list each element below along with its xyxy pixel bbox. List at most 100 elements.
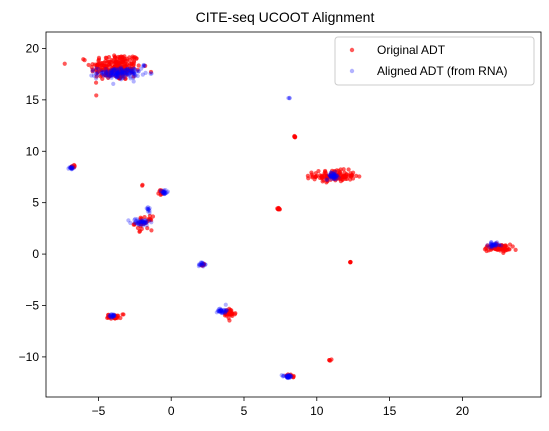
y-axis: −10 −5 0 5 10 15 20 bbox=[19, 41, 46, 364]
point-aligned-adt bbox=[218, 307, 224, 312]
point-aligned-adt bbox=[113, 73, 118, 79]
point-original-adt bbox=[139, 226, 144, 232]
point-aligned-adt bbox=[127, 72, 132, 77]
point-aligned-adt bbox=[128, 76, 133, 81]
point-aligned-adt bbox=[492, 242, 497, 247]
point-aligned-adt bbox=[132, 220, 137, 225]
point-original-adt bbox=[99, 61, 104, 66]
point-original-adt bbox=[109, 68, 114, 73]
point-aligned-adt bbox=[161, 188, 167, 193]
point-aligned-adt bbox=[120, 71, 125, 76]
point-aligned-adt bbox=[197, 262, 202, 267]
point-aligned-adt bbox=[219, 310, 224, 315]
point-aligned-adt bbox=[332, 169, 338, 174]
point-aligned-adt bbox=[129, 71, 134, 76]
point-original-adt bbox=[135, 225, 141, 231]
point-aligned-adt bbox=[127, 71, 132, 76]
point-aligned-adt bbox=[110, 313, 115, 319]
point-aligned-adt bbox=[141, 64, 146, 69]
point-original-adt bbox=[320, 179, 325, 184]
point-aligned-adt bbox=[329, 171, 334, 176]
point-aligned-adt bbox=[126, 218, 131, 223]
point-aligned-adt bbox=[129, 69, 134, 74]
point-original-adt bbox=[100, 76, 105, 81]
point-aligned-adt bbox=[105, 72, 110, 77]
point-aligned-adt bbox=[101, 70, 106, 75]
point-aligned-adt bbox=[217, 309, 222, 314]
point-aligned-adt bbox=[106, 75, 111, 80]
point-aligned-adt bbox=[140, 219, 145, 224]
point-aligned-adt bbox=[218, 308, 223, 313]
point-aligned-adt bbox=[146, 207, 151, 212]
point-original-adt bbox=[129, 66, 134, 72]
point-aligned-adt bbox=[123, 70, 128, 75]
point-aligned-adt bbox=[497, 242, 502, 247]
point-aligned-adt bbox=[115, 70, 120, 75]
point-aligned-adt bbox=[286, 374, 291, 379]
point-aligned-adt bbox=[145, 205, 151, 210]
point-aligned-adt bbox=[135, 73, 140, 79]
point-aligned-adt bbox=[127, 70, 133, 76]
point-aligned-adt bbox=[147, 208, 152, 213]
point-aligned-adt bbox=[285, 373, 290, 378]
point-aligned-adt bbox=[122, 68, 127, 73]
point-aligned-adt bbox=[490, 245, 495, 250]
point-aligned-adt bbox=[99, 70, 104, 76]
legend-marker-original-adt bbox=[349, 47, 355, 53]
point-aligned-adt bbox=[111, 312, 116, 317]
point-original-adt bbox=[140, 182, 145, 187]
point-original-adt bbox=[145, 226, 150, 231]
point-aligned-adt bbox=[144, 223, 149, 228]
point-aligned-adt bbox=[218, 307, 224, 313]
x-tick-label: −5 bbox=[92, 404, 106, 418]
point-aligned-adt bbox=[491, 243, 496, 248]
point-aligned-adt bbox=[221, 307, 227, 313]
point-aligned-adt bbox=[93, 66, 98, 71]
point-original-adt bbox=[82, 57, 87, 63]
point-aligned-adt bbox=[119, 67, 124, 72]
point-aligned-adt bbox=[127, 66, 133, 71]
point-original-adt bbox=[123, 70, 128, 75]
point-aligned-adt bbox=[123, 68, 128, 73]
point-aligned-adt bbox=[111, 313, 116, 318]
point-aligned-adt bbox=[328, 173, 333, 178]
point-original-adt bbox=[312, 177, 317, 182]
point-aligned-adt bbox=[144, 218, 149, 223]
point-aligned-adt bbox=[219, 308, 224, 313]
point-aligned-adt bbox=[119, 68, 124, 73]
point-aligned-adt bbox=[110, 72, 116, 77]
point-original-adt bbox=[327, 358, 332, 363]
point-aligned-adt bbox=[492, 242, 497, 247]
point-aligned-adt bbox=[285, 373, 291, 379]
x-tick-label: 10 bbox=[310, 404, 324, 418]
point-aligned-adt bbox=[335, 173, 340, 178]
point-aligned-adt bbox=[219, 310, 224, 316]
point-aligned-adt bbox=[120, 75, 126, 80]
point-aligned-adt bbox=[331, 174, 337, 179]
point-aligned-adt bbox=[331, 172, 336, 177]
point-aligned-adt bbox=[490, 242, 495, 247]
point-aligned-adt bbox=[282, 373, 287, 378]
point-aligned-adt bbox=[161, 191, 166, 196]
point-original-adt bbox=[341, 173, 347, 179]
point-original-adt bbox=[348, 177, 353, 182]
point-aligned-adt bbox=[119, 70, 124, 75]
point-original-adt bbox=[131, 74, 136, 79]
point-original-adt bbox=[513, 247, 518, 252]
point-original-adt bbox=[132, 221, 137, 227]
point-aligned-adt bbox=[71, 165, 76, 171]
point-aligned-adt bbox=[492, 243, 498, 248]
point-original-adt bbox=[94, 67, 99, 73]
point-original-adt bbox=[510, 244, 515, 249]
point-original-adt bbox=[305, 173, 310, 178]
point-aligned-adt bbox=[132, 67, 137, 72]
point-aligned-adt bbox=[117, 69, 123, 74]
point-aligned-adt bbox=[122, 75, 127, 80]
x-tick-label: 15 bbox=[383, 404, 397, 418]
point-aligned-adt bbox=[93, 76, 99, 81]
point-aligned-adt bbox=[332, 174, 337, 179]
point-aligned-adt bbox=[136, 69, 141, 74]
point-aligned-adt bbox=[116, 71, 121, 76]
point-aligned-adt bbox=[287, 373, 292, 378]
